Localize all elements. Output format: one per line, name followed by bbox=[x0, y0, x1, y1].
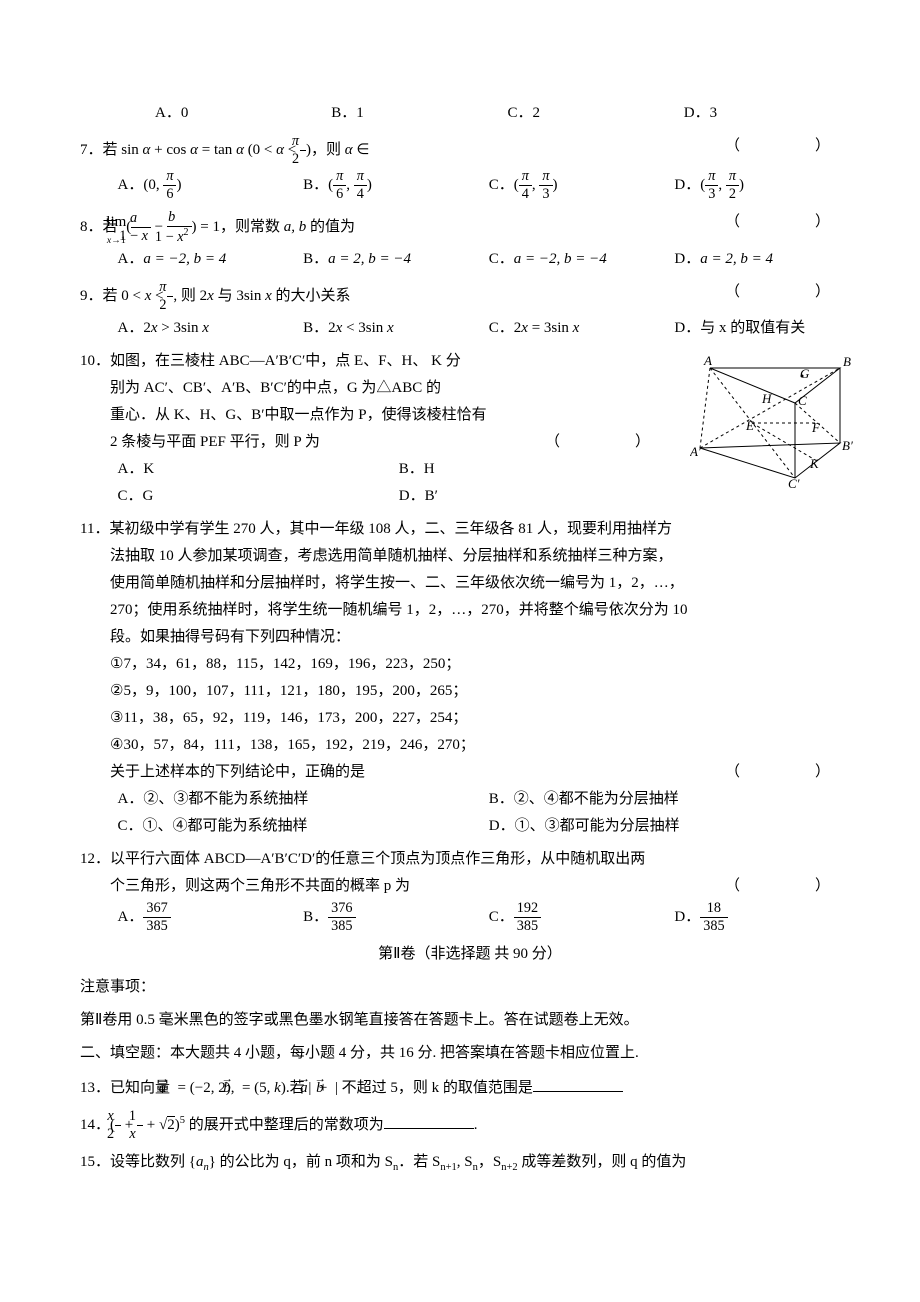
q8: 8．若 limx→1(a1 − x − b1 − x2) = 1，则常数 a, … bbox=[80, 209, 860, 273]
q7-options: A．(0, π6) B．(π6, π4) C．(π4, π3) D．(π3, π… bbox=[118, 168, 861, 203]
q10: 10．如图，在三棱柱 ABC—A′B′C′中，点 E、F、H、 K 分 别为 A… bbox=[80, 348, 860, 510]
q10-stem: 10．如图，在三棱柱 ABC—A′B′C′中，点 E、F、H、 K 分 bbox=[95, 348, 680, 375]
q10-num: 10． bbox=[80, 353, 110, 369]
q10-diagram: A B C A′ B′ C′ E F H G K bbox=[690, 348, 860, 498]
q15-text: 设等比数列 {an} 的公比为 q，前 n 项和为 Sn．若 Sn+1, Sn，… bbox=[110, 1154, 686, 1170]
q10-paren: （ ） bbox=[545, 429, 680, 456]
q6-opt-a: A．0 bbox=[155, 100, 331, 127]
q12-opt-b: B．376385 bbox=[303, 900, 489, 935]
notice-label: 注意事项： bbox=[80, 974, 860, 1001]
q12: 12．以平行六面体 ABCD—A′B′C′D′的任意三个顶点为顶点作三角形，从中… bbox=[80, 846, 860, 935]
q8-opt-a: A．a = −2, b = 4 bbox=[118, 246, 304, 273]
svg-text:E: E bbox=[745, 418, 754, 433]
svg-text:C: C bbox=[798, 393, 807, 408]
q9-stem: 9．若 0 < x < π2, 则 2x 与 3sin x 的大小关系 （ ） bbox=[95, 279, 860, 314]
q10-opt-c: C．G bbox=[118, 483, 399, 510]
q12-opt-d: D．18385 bbox=[674, 900, 860, 935]
q8-options: A．a = −2, b = 4 B．a = 2, b = −4 C．a = −2… bbox=[118, 246, 861, 273]
q13: 13．已知向量 a = (−2, 2), b = (5, k).若 | a + … bbox=[80, 1075, 860, 1102]
q14-num: 14． bbox=[80, 1117, 110, 1133]
q10-options: A．K B．H C．G D．B′ bbox=[118, 456, 681, 510]
q9-paren: （ ） bbox=[740, 279, 860, 306]
q9-options: A．2x > 3sin x B．2x < 3sin x C．2x = 3sin … bbox=[118, 315, 861, 342]
svg-text:F: F bbox=[811, 420, 821, 435]
q6-opt-d: D．3 bbox=[684, 100, 860, 127]
q9-opt-c: C．2x = 3sin x bbox=[489, 315, 675, 342]
q15-num: 15． bbox=[80, 1154, 110, 1170]
svg-text:B′: B′ bbox=[842, 438, 853, 453]
q9-opt-d: D．与 x 的取值有关 bbox=[674, 315, 860, 342]
q7-num: 7． bbox=[80, 142, 103, 158]
q15-stem: 15．设等比数列 {an} 的公比为 q，前 n 项和为 Sn．若 Sn+1, … bbox=[95, 1149, 860, 1178]
q8-num: 8． bbox=[80, 219, 103, 235]
svg-text:C′: C′ bbox=[788, 476, 800, 488]
q6-opt-b: B．1 bbox=[331, 100, 507, 127]
q11-paren: （ ） bbox=[725, 759, 860, 786]
q11-stem: 11．某初级中学有学生 270 人，其中一年级 108 人，二、三年级各 81 … bbox=[95, 516, 860, 543]
q12-options: A．367385 B．376385 C．192385 D．18385 bbox=[118, 900, 861, 935]
q11-opt-d: D．①、③都可能为分层抽样 bbox=[489, 813, 860, 840]
q8-opt-d: D．a = 2, b = 4 bbox=[674, 246, 860, 273]
q8-opt-b: B．a = 2, b = −4 bbox=[303, 246, 489, 273]
q10-l4: 2 条棱与平面 PEF 平行，则 P 为 （ ） bbox=[110, 429, 680, 456]
q7-math: sin α + cos α = tan α (0 < α < π2) bbox=[121, 142, 311, 158]
q7: 7．若 sin α + cos α = tan α (0 < α < π2)，则… bbox=[80, 133, 860, 203]
q11-opt-c: C．①、④都可能为系统抽样 bbox=[118, 813, 489, 840]
blank-icon bbox=[533, 1077, 623, 1092]
q14: 14．(x2 + 1x + √2)5 的展开式中整理后的常数项为. bbox=[80, 1108, 860, 1143]
q13-stem: 13．已知向量 a = (−2, 2), b = (5, k).若 | a + … bbox=[95, 1075, 860, 1102]
q7-suffix: ，则 α ∈ bbox=[311, 142, 369, 158]
section2-header: 第Ⅱ卷（非选择题 共 90 分） bbox=[80, 941, 860, 968]
q12-opt-a: A．367385 bbox=[118, 900, 304, 935]
q11-options: A．②、③都不能为系统抽样 B．②、④都不能为分层抽样 C．①、④都可能为系统抽… bbox=[118, 786, 861, 840]
svg-text:G: G bbox=[800, 366, 810, 381]
q6-options: A．0 B．1 C．2 D．3 bbox=[155, 100, 860, 127]
q7-prefix: 若 bbox=[103, 142, 118, 158]
q13-num: 13． bbox=[80, 1080, 110, 1096]
q15: 15．设等比数列 {an} 的公比为 q，前 n 项和为 Sn．若 Sn+1, … bbox=[80, 1149, 860, 1178]
q10-opt-d: D．B′ bbox=[399, 483, 680, 510]
blank-icon bbox=[384, 1114, 474, 1129]
q7-opt-c: C．(π4, π3) bbox=[489, 168, 675, 203]
svg-text:A: A bbox=[703, 353, 712, 368]
q12-num: 12． bbox=[80, 851, 110, 867]
q6-opt-c: C．2 bbox=[508, 100, 684, 127]
q9: 9．若 0 < x < π2, 则 2x 与 3sin x 的大小关系 （ ） … bbox=[80, 279, 860, 341]
q7-opt-a: A．(0, π6) bbox=[118, 168, 304, 203]
q10-opt-a: A．K bbox=[118, 456, 399, 483]
q6: A．0 B．1 C．2 D．3 bbox=[80, 100, 860, 127]
q11: 11．某初级中学有学生 270 人，其中一年级 108 人，二、三年级各 81 … bbox=[80, 516, 860, 840]
instr2: 二、填空题：本大题共 4 小题，每小题 4 分，共 16 分. 把答案填在答题卡… bbox=[80, 1040, 860, 1067]
q12-opt-c: C．192385 bbox=[489, 900, 675, 935]
svg-text:A′: A′ bbox=[690, 444, 701, 459]
svg-text:B: B bbox=[843, 354, 851, 369]
q14-stem: 14．(x2 + 1x + √2)5 的展开式中整理后的常数项为. bbox=[95, 1108, 860, 1143]
q9-num: 9． bbox=[80, 288, 103, 304]
q7-opt-d: D．(π3, π2) bbox=[674, 168, 860, 203]
instr1: 第Ⅱ卷用 0.5 毫米黑色的签字或黑色墨水钢笔直接答在答题卡上。答在试题卷上无效… bbox=[80, 1007, 860, 1034]
q11-num: 11． bbox=[80, 521, 109, 537]
q8-opt-c: C．a = −2, b = −4 bbox=[489, 246, 675, 273]
q9-math: 若 0 < x < π2, 则 2x 与 3sin x bbox=[103, 288, 272, 304]
q8-stem: 8．若 limx→1(a1 − x − b1 − x2) = 1，则常数 a, … bbox=[95, 209, 860, 246]
q7-paren: （ ） bbox=[740, 133, 860, 160]
q12-l2: 个三角形，则这两个三角形不共面的概率 p 为 （ ） bbox=[110, 873, 860, 900]
svg-text:H: H bbox=[761, 391, 772, 406]
q12-stem: 12．以平行六面体 ABCD—A′B′C′D′的任意三个顶点为顶点作三角形，从中… bbox=[95, 846, 860, 873]
q11-concl: 关于上述样本的下列结论中，正确的是 （ ） bbox=[110, 759, 860, 786]
q9-opt-a: A．2x > 3sin x bbox=[118, 315, 304, 342]
q8-paren: （ ） bbox=[740, 209, 860, 236]
q10-opt-b: B．H bbox=[399, 456, 680, 483]
q7-opt-b: B．(π6, π4) bbox=[303, 168, 489, 203]
q12-paren: （ ） bbox=[725, 873, 860, 900]
q11-opt-b: B．②、④都不能为分层抽样 bbox=[489, 786, 860, 813]
q11-opt-a: A．②、③都不能为系统抽样 bbox=[118, 786, 489, 813]
q7-stem: 7．若 sin α + cos α = tan α (0 < α < π2)，则… bbox=[95, 133, 860, 168]
q9-opt-b: B．2x < 3sin x bbox=[303, 315, 489, 342]
svg-text:K: K bbox=[809, 456, 820, 471]
